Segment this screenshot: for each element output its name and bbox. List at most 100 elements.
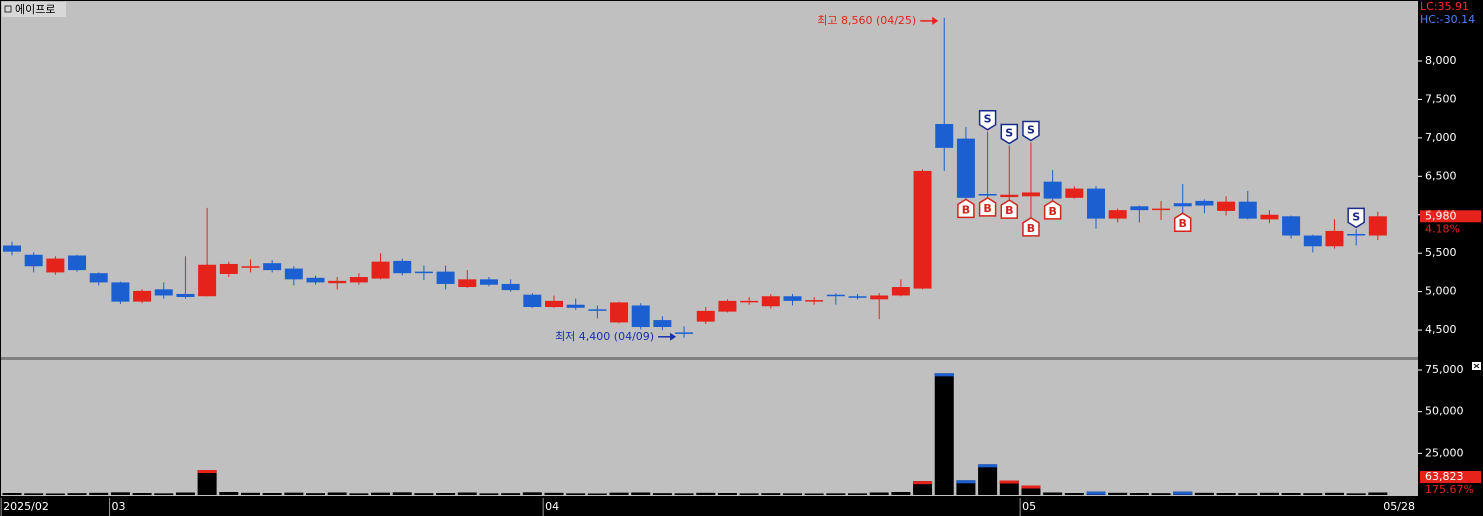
- volume-bar: [1043, 492, 1063, 495]
- buy-signal-label: B: [1179, 217, 1187, 230]
- y-tick-label: 25,000: [1425, 446, 1464, 459]
- candle-body: [393, 260, 412, 274]
- volume-bar-cap: [1173, 491, 1193, 495]
- volume-bar: [479, 493, 499, 495]
- volume-bar: [1151, 493, 1171, 495]
- volume-bar: [2, 493, 22, 495]
- candle-body: [1217, 201, 1236, 211]
- volume-bar: [197, 470, 217, 495]
- volume-tag: 63,823: [1425, 470, 1464, 483]
- candle-body: [176, 293, 195, 298]
- volume-bar: [544, 492, 564, 495]
- candle-body: [870, 295, 889, 300]
- candle-body: [263, 263, 282, 271]
- volume-bar: [804, 493, 824, 495]
- candle-body: [891, 287, 910, 296]
- candle-body: [740, 300, 759, 303]
- volume-bar: [717, 493, 737, 495]
- buy-signal-label: B: [983, 202, 991, 215]
- candle-body: [718, 300, 737, 312]
- volume-bar: [306, 493, 326, 495]
- volume-bar: [45, 493, 65, 495]
- volume-bar: [1259, 492, 1279, 495]
- volume-bar: [1064, 493, 1084, 495]
- sell-signal-marker: [1022, 120, 1040, 142]
- sell-signal-marker: [1000, 123, 1019, 145]
- volume-bar: [761, 493, 781, 495]
- volume-bar: [132, 493, 152, 495]
- y-tick-label: 4,500: [1425, 323, 1457, 336]
- volume-bar: [327, 492, 347, 495]
- volume-bar: [284, 492, 304, 495]
- volume-tag-box: [1420, 471, 1481, 483]
- candle-body: [1325, 230, 1344, 247]
- price-change: 4.18%: [1425, 222, 1460, 235]
- sell-signal-label: S: [1005, 127, 1013, 140]
- candle-body: [1130, 206, 1149, 211]
- volume-bar: [1346, 493, 1366, 495]
- volume-bar: [978, 464, 998, 495]
- volume-bar: [262, 493, 282, 495]
- candle-body: [978, 193, 997, 196]
- volume-bar: [1368, 492, 1388, 495]
- candle-body: [545, 300, 563, 308]
- candle-body: [89, 273, 108, 283]
- volume-bar: [1129, 493, 1149, 495]
- candle-body: [479, 279, 498, 285]
- candle-body: [523, 294, 542, 308]
- candle-body: [653, 320, 672, 328]
- price-panel: [1, 1, 1418, 357]
- volume-bar-cap: [956, 480, 976, 484]
- volume-bar: [913, 481, 933, 495]
- candle-body: [805, 300, 824, 302]
- volume-bar: [457, 492, 477, 495]
- volume-bar-cap: [934, 373, 954, 377]
- volume-change: 175.67%: [1425, 483, 1474, 496]
- buy-signal-marker: [1173, 212, 1192, 232]
- high-arrow-head: [932, 16, 939, 25]
- title-box: [2, 2, 66, 17]
- candle-body: [956, 138, 975, 198]
- buy-signal-marker: [957, 198, 975, 219]
- candle-body: [68, 255, 87, 271]
- price-tag: 5,980: [1425, 209, 1457, 222]
- candle-body: [284, 268, 303, 280]
- volume-bar: [631, 492, 651, 495]
- volume-bar: [1194, 492, 1214, 495]
- volume-bar: [1021, 485, 1041, 495]
- buy-signal-label: B: [1027, 222, 1035, 235]
- high-annotation: 최고 8,560 (04/25): [817, 14, 916, 27]
- buy-signal-label: B: [1005, 204, 1013, 217]
- candle-body: [414, 271, 433, 274]
- y-tick-label: 6,500: [1425, 169, 1457, 182]
- volume-bar: [24, 493, 44, 495]
- candle-body: [1108, 210, 1127, 219]
- buy-signal-marker: [978, 196, 997, 217]
- volume-panel: [1, 360, 1418, 496]
- x-tick-label: 03: [112, 500, 126, 513]
- candle-body: [46, 258, 65, 273]
- y-tick-label: 75,000: [1425, 363, 1464, 376]
- volume-bar: [371, 492, 391, 495]
- candle-body: [783, 296, 802, 301]
- volume-bar: [566, 493, 586, 495]
- lc-indicator: LC:35.91: [1420, 0, 1469, 13]
- candle-body: [1303, 235, 1322, 247]
- volume-bar-cap: [978, 464, 998, 468]
- candle-body: [566, 304, 585, 308]
- volume-bar: [175, 492, 195, 495]
- candle-body: [1282, 216, 1301, 236]
- buy-signal-label: B: [962, 203, 970, 216]
- volume-bar: [436, 493, 456, 495]
- volume-bar: [587, 493, 607, 495]
- candle-body: [1065, 188, 1084, 198]
- candle-body: [1368, 216, 1387, 236]
- title-icon: [4, 5, 12, 13]
- candle-body: [848, 296, 867, 298]
- volume-bar-cap: [913, 481, 933, 485]
- volume-bar: [501, 493, 521, 495]
- candle-body: [371, 261, 390, 279]
- candle-body: [1043, 181, 1062, 199]
